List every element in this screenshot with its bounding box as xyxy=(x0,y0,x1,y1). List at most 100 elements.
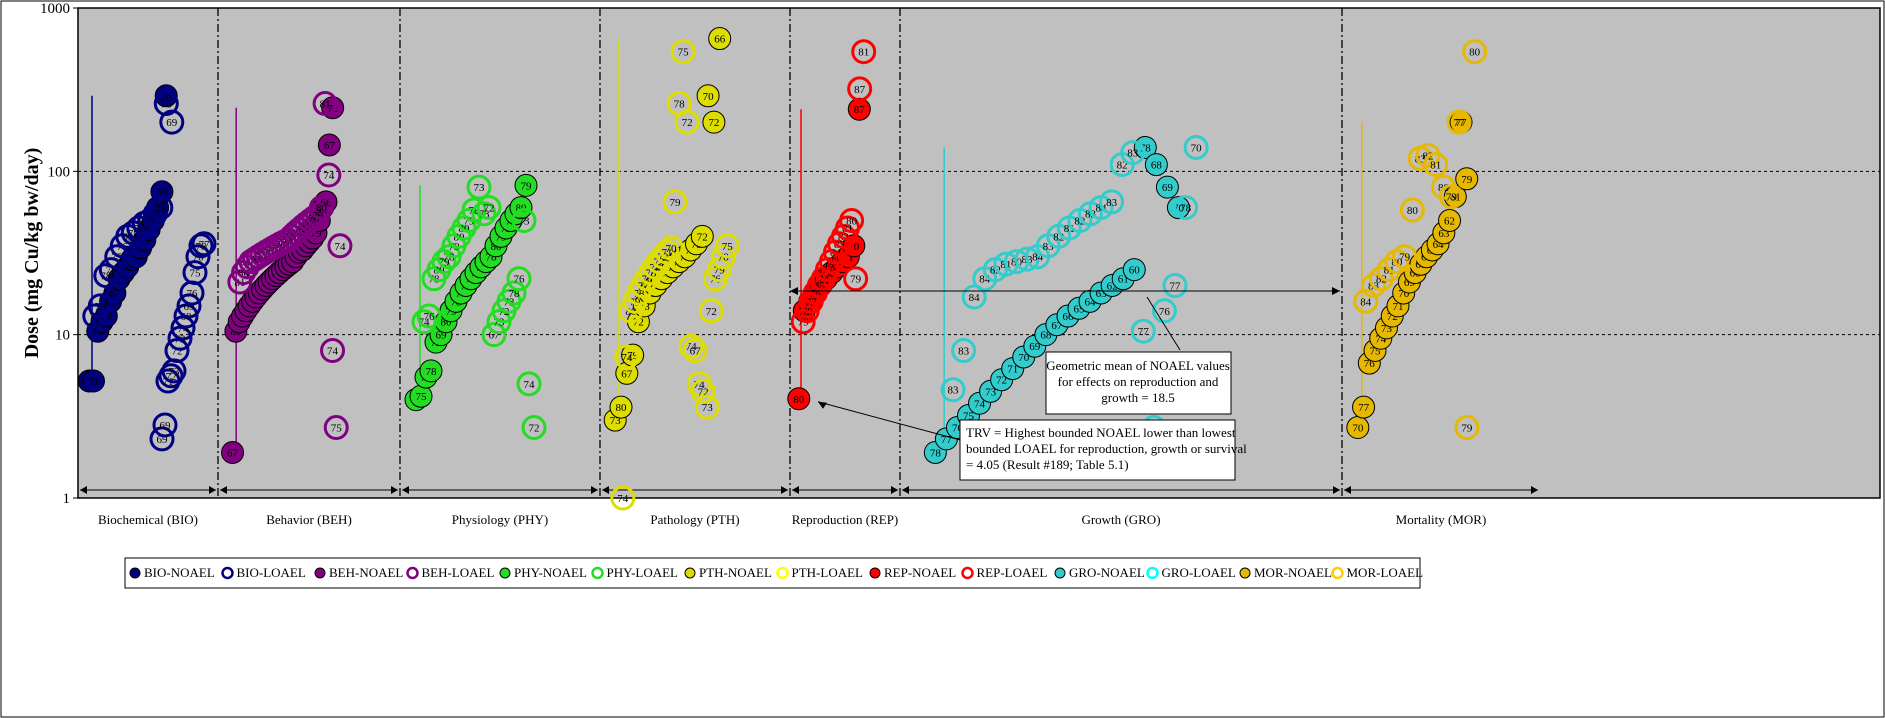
loael-point-label: 78 xyxy=(100,271,112,283)
legend-marker-open xyxy=(1331,566,1344,580)
noael-point-label: 80 xyxy=(793,394,805,406)
loael-point-label: 72 xyxy=(657,252,668,264)
legend-label: BIO-LOAEL xyxy=(237,565,306,580)
noael-point-label: 67 xyxy=(227,447,239,459)
loael-point-label: 78 xyxy=(245,257,257,269)
legend-marker-filled xyxy=(684,567,696,579)
noael-point-label: 78 xyxy=(930,447,942,459)
loael-point xyxy=(1099,189,1125,215)
category-label: Growth (GRO) xyxy=(1081,512,1160,527)
noael-point-label: 66 xyxy=(714,34,726,46)
noael-point-label: 68 xyxy=(320,197,332,209)
loael-point-label: 77 xyxy=(199,239,211,251)
loael-point xyxy=(1423,152,1449,178)
loael-point-label: 67 xyxy=(690,345,702,357)
loael-point xyxy=(843,266,869,292)
range-arrow-left xyxy=(902,486,909,494)
category-ranges xyxy=(80,486,1538,494)
noael-point-label: 67 xyxy=(1051,320,1063,332)
noael-point xyxy=(1122,258,1146,282)
loael-point-label: 76 xyxy=(161,99,173,111)
geomean-box xyxy=(1045,351,1232,415)
noael-point xyxy=(708,27,732,51)
noael-point-label: 72 xyxy=(697,231,708,243)
legend-label: BIO-NOAEL xyxy=(144,565,215,580)
geomean-arrow-left xyxy=(790,287,798,296)
loael-point xyxy=(93,263,119,289)
loael-point-label: 75 xyxy=(190,268,202,280)
noael-point-label: 72 xyxy=(327,103,338,115)
noael-point-label: 74 xyxy=(974,398,986,410)
loael-point xyxy=(654,239,680,265)
noael-point-label: 79 xyxy=(627,350,639,362)
loael-point-label: 78 xyxy=(633,288,645,300)
noael-point-label: 70 xyxy=(1018,352,1030,364)
noael-point-label: 70 xyxy=(703,91,715,103)
category-label: Pathology (PTH) xyxy=(650,512,739,527)
noael-point xyxy=(514,173,538,197)
loael-point xyxy=(851,39,877,65)
loael-point-label: 82 xyxy=(1117,160,1128,172)
loael-point xyxy=(1376,257,1402,283)
legend-marker-open xyxy=(591,566,604,580)
geomean-arrow-right xyxy=(1332,287,1340,296)
loael-point xyxy=(521,415,547,441)
noael-point-label: 69 xyxy=(1162,182,1174,194)
loael-point-label: 73 xyxy=(494,317,506,329)
loael-point-label: 69 xyxy=(157,434,169,446)
loael-point-label: 84 xyxy=(969,292,981,304)
category-label: Mortality (MOR) xyxy=(1396,512,1487,527)
loael-point-label: 84 xyxy=(979,274,991,286)
noael-point xyxy=(1166,196,1190,220)
loael-point-label: 77 xyxy=(144,216,156,228)
legend-label: MOR-NOAEL xyxy=(1254,565,1332,580)
loael-point-label: 78 xyxy=(444,252,456,264)
noael-point-label: 75 xyxy=(152,203,164,215)
legend-marker-open xyxy=(221,566,234,580)
geomean-text: Geometric mean of NOAEL values xyxy=(1046,358,1230,373)
loael-point-label: 79 xyxy=(714,265,726,277)
noael-point-label: 69 xyxy=(156,187,168,199)
loael-point xyxy=(674,109,700,135)
loael-point-label: 77 xyxy=(1454,117,1466,129)
loael-point xyxy=(670,39,696,65)
loael-point xyxy=(158,363,184,389)
geomean-pointer xyxy=(1146,296,1181,351)
noael-point-label: 79 xyxy=(314,216,326,228)
loael-point-label: 80 xyxy=(846,216,858,228)
loael-point xyxy=(1438,184,1464,210)
loael-point-label: 77 xyxy=(637,280,649,292)
legend-label: GRO-NOAEL xyxy=(1069,565,1145,580)
loael-point xyxy=(1462,39,1488,65)
loael-point-label: 83 xyxy=(1127,148,1139,160)
loael-point-label: 75 xyxy=(645,268,657,280)
loael-point xyxy=(148,195,174,221)
loael-point-label: 75 xyxy=(331,423,343,435)
loael-point-label: 72 xyxy=(172,345,183,357)
noael-point xyxy=(690,224,714,248)
trv-text: TRV = Highest bounded NOAEL lower than l… xyxy=(966,425,1236,440)
loael-point xyxy=(714,233,740,259)
loael-point-label: 81 xyxy=(1430,160,1441,172)
loael-point-label: 76 xyxy=(810,288,822,300)
loael-point-label: 78 xyxy=(674,99,686,111)
legend-marker-open xyxy=(961,566,974,580)
noael-point-label: 69 xyxy=(1029,341,1041,353)
loael-point-label: 82 xyxy=(1053,231,1064,243)
legend-marker-filled xyxy=(869,567,881,579)
noael-point-label: 69 xyxy=(1404,277,1416,289)
loael-point-label: 76 xyxy=(514,274,526,286)
loael-point-label: 81 xyxy=(1064,223,1075,235)
loael-point xyxy=(149,426,175,452)
loael-point xyxy=(614,344,640,370)
loael-point xyxy=(164,337,190,363)
noael-point xyxy=(419,359,443,383)
noael-point-label: 79 xyxy=(1461,174,1473,186)
geomean-text: for effects on reproduction and xyxy=(1058,374,1219,389)
legend-marker-filled xyxy=(314,567,326,579)
loael-point-label: 70 xyxy=(275,239,287,251)
loael-point-label: 72 xyxy=(268,243,279,255)
noael-point-label: 78 xyxy=(426,366,438,378)
